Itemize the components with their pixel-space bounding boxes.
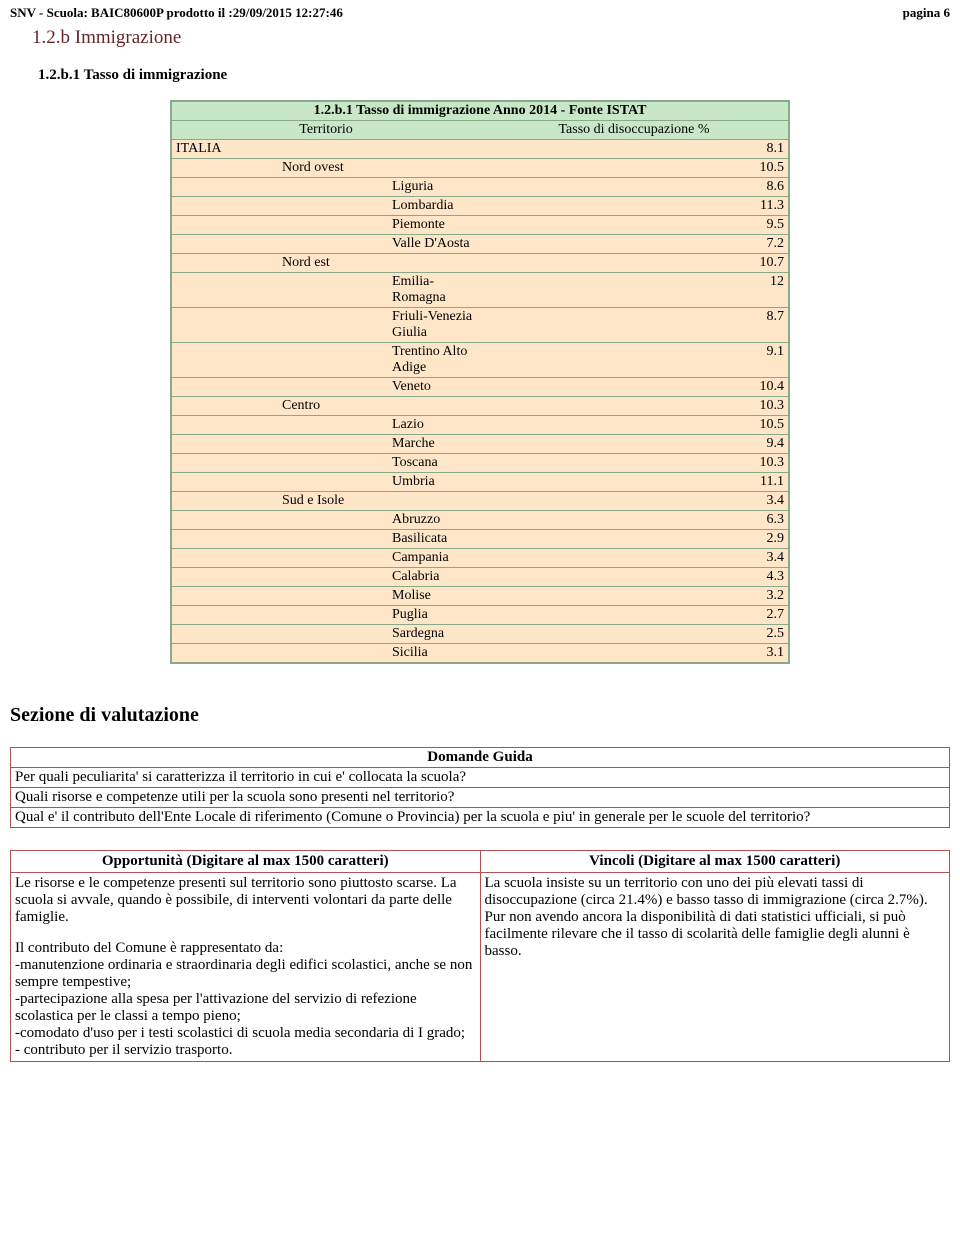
table-row: Lazio10.5: [171, 416, 789, 435]
valore-cell: 2.9: [480, 530, 789, 549]
domande-guida-title: Domande Guida: [11, 748, 950, 768]
table-col-territorio: Territorio: [171, 121, 480, 140]
valore-cell: 11.3: [480, 197, 789, 216]
table-row: ITALIA8.1: [171, 140, 789, 159]
vincoli-title: Vincoli (Digitare al max 1500 caratteri): [480, 851, 950, 873]
domanda-1: Per quali peculiarita' si caratterizza i…: [11, 768, 950, 788]
territorio-cell: Lombardia: [171, 197, 480, 216]
territorio-cell: Centro: [171, 397, 480, 416]
territorio-cell: ITALIA: [171, 140, 480, 159]
table-row: Valle D'Aosta7.2: [171, 235, 789, 254]
table-row: Abruzzo6.3: [171, 511, 789, 530]
territorio-cell: Marche: [171, 435, 480, 454]
valore-cell: 6.3: [480, 511, 789, 530]
territorio-cell: Friuli-Venezia Giulia: [171, 308, 480, 343]
valore-cell: 10.3: [480, 454, 789, 473]
table-row: Sud e Isole3.4: [171, 492, 789, 511]
vincoli-p1: La scuola insiste su un territorio con u…: [485, 875, 946, 960]
table-row: Liguria8.6: [171, 178, 789, 197]
table-row: Sardegna2.5: [171, 625, 789, 644]
domanda-2: Quali risorse e competenze utili per la …: [11, 788, 950, 808]
valore-cell: 3.2: [480, 587, 789, 606]
territorio-cell: Basilicata: [171, 530, 480, 549]
opportunita-title: Opportunità (Digitare al max 1500 caratt…: [11, 851, 481, 873]
table-row: Piemonte9.5: [171, 216, 789, 235]
territorio-cell: Veneto: [171, 378, 480, 397]
header-right: pagina 6: [903, 5, 950, 21]
table-caption: 1.2.b.1 Tasso di immigrazione Anno 2014 …: [171, 101, 789, 121]
valore-cell: 3.4: [480, 549, 789, 568]
opportunita-body: Le risorse e le competenze presenti sul …: [11, 873, 481, 1062]
territorio-cell: Molise: [171, 587, 480, 606]
territorio-cell: Lazio: [171, 416, 480, 435]
table-row: Toscana10.3: [171, 454, 789, 473]
valore-cell: 3.1: [480, 644, 789, 664]
header-left: SNV - Scuola: BAIC80600P prodotto il :29…: [10, 5, 343, 21]
valore-cell: 7.2: [480, 235, 789, 254]
territorio-cell: Liguria: [171, 178, 480, 197]
territorio-cell: Calabria: [171, 568, 480, 587]
table-col-tasso: Tasso di disoccupazione %: [480, 121, 789, 140]
table-row: Campania3.4: [171, 549, 789, 568]
opportunita-p2: Il contributo del Comune è rappresentato…: [15, 940, 476, 1059]
opportunita-p1: Le risorse e le competenze presenti sul …: [15, 875, 476, 926]
valore-cell: 8.1: [480, 140, 789, 159]
territorio-cell: Puglia: [171, 606, 480, 625]
immigration-table: 1.2.b.1 Tasso di immigrazione Anno 2014 …: [170, 100, 790, 664]
table-row: Sicilia3.1: [171, 644, 789, 664]
table-row: Nord est10.7: [171, 254, 789, 273]
territorio-cell: Sardegna: [171, 625, 480, 644]
valore-cell: 2.5: [480, 625, 789, 644]
valore-cell: 12: [480, 273, 789, 308]
table-row: Emilia-Romagna12: [171, 273, 789, 308]
territorio-cell: Emilia-Romagna: [171, 273, 480, 308]
territorio-cell: Abruzzo: [171, 511, 480, 530]
valore-cell: 10.3: [480, 397, 789, 416]
table-row: Trentino Alto Adige9.1: [171, 343, 789, 378]
valore-cell: 10.4: [480, 378, 789, 397]
section-title: 1.2.b Immigrazione: [32, 27, 950, 49]
table-row: Umbria11.1: [171, 473, 789, 492]
valore-cell: 10.7: [480, 254, 789, 273]
valore-cell: 8.6: [480, 178, 789, 197]
table-row: Nord ovest10.5: [171, 159, 789, 178]
evaluation-section-title: Sezione di valutazione: [10, 704, 950, 727]
valore-cell: 10.5: [480, 416, 789, 435]
valore-cell: 3.4: [480, 492, 789, 511]
territorio-cell: Valle D'Aosta: [171, 235, 480, 254]
valore-cell: 11.1: [480, 473, 789, 492]
table-row: Marche9.4: [171, 435, 789, 454]
territorio-cell: Sicilia: [171, 644, 480, 664]
territorio-cell: Toscana: [171, 454, 480, 473]
page-header: SNV - Scuola: BAIC80600P prodotto il :29…: [10, 5, 950, 21]
valore-cell: 9.5: [480, 216, 789, 235]
domanda-3: Qual e' il contributo dell'Ente Locale d…: [11, 808, 950, 828]
territorio-cell: Umbria: [171, 473, 480, 492]
valore-cell: 10.5: [480, 159, 789, 178]
territorio-cell: Sud e Isole: [171, 492, 480, 511]
territorio-cell: Nord est: [171, 254, 480, 273]
valore-cell: 2.7: [480, 606, 789, 625]
table-row: Friuli-Venezia Giulia8.7: [171, 308, 789, 343]
valore-cell: 4.3: [480, 568, 789, 587]
subsection-title: 1.2.b.1 Tasso di immigrazione: [38, 67, 950, 84]
table-row: Lombardia11.3: [171, 197, 789, 216]
domande-guida-table: Domande Guida Per quali peculiarita' si …: [10, 747, 950, 828]
valore-cell: 8.7: [480, 308, 789, 343]
table-row: Molise3.2: [171, 587, 789, 606]
territorio-cell: Campania: [171, 549, 480, 568]
table-row: Puglia2.7: [171, 606, 789, 625]
territorio-cell: Piemonte: [171, 216, 480, 235]
territorio-cell: Nord ovest: [171, 159, 480, 178]
opportunita-vincoli-table: Opportunità (Digitare al max 1500 caratt…: [10, 850, 950, 1062]
territorio-cell: Trentino Alto Adige: [171, 343, 480, 378]
table-row: Calabria4.3: [171, 568, 789, 587]
valore-cell: 9.1: [480, 343, 789, 378]
valore-cell: 9.4: [480, 435, 789, 454]
vincoli-body: La scuola insiste su un territorio con u…: [480, 873, 950, 1062]
table-row: Centro10.3: [171, 397, 789, 416]
table-row: Basilicata2.9: [171, 530, 789, 549]
table-row: Veneto10.4: [171, 378, 789, 397]
